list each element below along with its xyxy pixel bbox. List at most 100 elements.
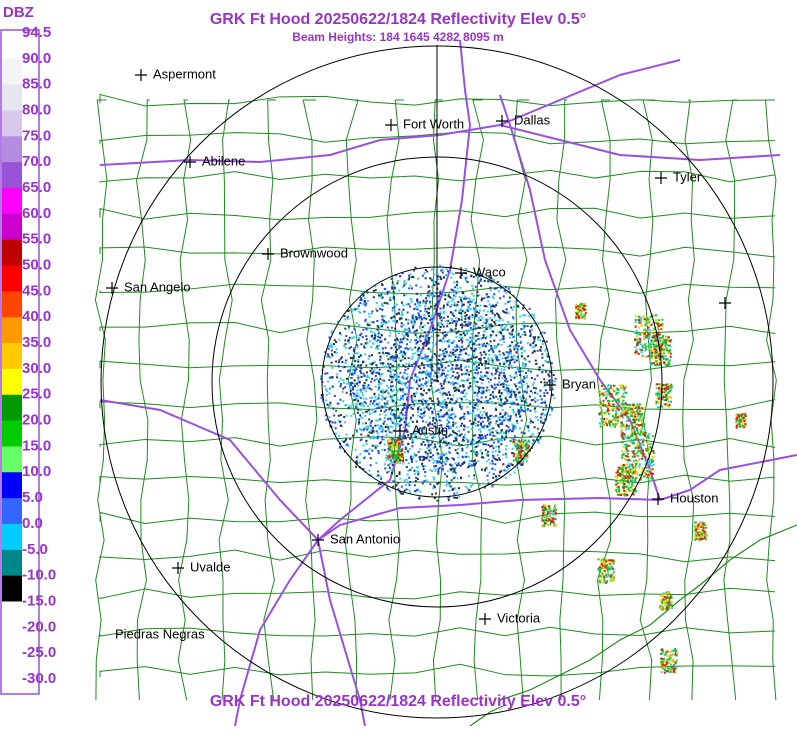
legend-swatch xyxy=(2,317,22,344)
county-line xyxy=(639,99,655,701)
legend-label: 35.0 xyxy=(22,334,51,351)
city-label: Aspermont xyxy=(153,66,216,81)
legend-swatch xyxy=(2,110,22,137)
footer-title: GRK Ft Hood 20250622/1824 Reflectivity E… xyxy=(210,693,586,710)
city-marker xyxy=(135,69,147,81)
county-line xyxy=(99,246,776,258)
coastline xyxy=(499,524,797,701)
cities: Aspermont Fort Worth Dallas Abilene Tyler Bro… xyxy=(106,66,718,641)
city-label: Victoria xyxy=(497,610,541,625)
city-marker xyxy=(455,267,467,279)
county-line xyxy=(99,663,776,678)
county-line xyxy=(344,99,359,701)
legend-label: 15.0 xyxy=(22,437,51,454)
city-label: Uvalde xyxy=(190,559,230,574)
highway xyxy=(99,123,781,166)
city-marker xyxy=(652,493,664,505)
county-line xyxy=(596,99,612,701)
legend-swatch xyxy=(2,162,22,189)
county-line xyxy=(99,93,776,107)
highway xyxy=(659,454,797,501)
city-marker xyxy=(184,156,196,168)
legend-label: 0.0 xyxy=(22,515,43,532)
legend-swatch xyxy=(2,498,22,525)
county-line xyxy=(218,99,233,701)
county-line xyxy=(99,322,776,335)
legend-label: 50.0 xyxy=(22,257,51,274)
echo-pixels xyxy=(320,269,557,499)
legend-label: -5.0 xyxy=(22,541,48,558)
legend-label: -10.0 xyxy=(22,567,56,584)
county-line xyxy=(99,587,776,600)
city-marker xyxy=(262,248,274,260)
legend-label: -20.0 xyxy=(22,618,56,635)
legend-swatch xyxy=(2,213,22,241)
legend-label: 85.0 xyxy=(22,76,51,93)
highway xyxy=(99,399,319,541)
legend-label: 75.0 xyxy=(22,127,51,144)
legend-swatch xyxy=(2,601,22,628)
county-line xyxy=(99,511,776,525)
legend-swatch xyxy=(2,239,22,267)
subtitle: Beam Heights: 184 1645 4282 8095 m xyxy=(292,30,503,44)
legend-label: 80.0 xyxy=(22,101,51,118)
city-label: Waco xyxy=(473,264,506,279)
echo-pixels xyxy=(320,265,555,502)
legend-label: 30.0 xyxy=(22,360,51,377)
coastline xyxy=(469,704,506,727)
city-label: Tyler xyxy=(673,169,702,184)
legend-swatch xyxy=(2,420,22,447)
highway xyxy=(499,59,681,126)
city-label: Abilene xyxy=(202,153,245,168)
city-marker xyxy=(496,115,508,127)
legend-swatch xyxy=(2,291,22,318)
legend-label: 90.0 xyxy=(22,50,51,67)
county-line xyxy=(765,99,777,701)
legend-label: 45.0 xyxy=(22,282,51,299)
legend-swatch xyxy=(2,523,22,551)
city-marker xyxy=(106,282,118,294)
city-label: Bryan xyxy=(562,376,596,391)
city-marker xyxy=(172,562,184,574)
legend-swatch xyxy=(2,653,22,680)
city-label: Brownwood xyxy=(280,245,348,260)
county-line xyxy=(94,99,108,701)
city-marker xyxy=(479,613,491,625)
legend-label: -30.0 xyxy=(22,670,56,687)
legend-swatch xyxy=(2,627,22,654)
county-line xyxy=(99,283,776,295)
legend-swatch xyxy=(2,343,22,370)
city-marker xyxy=(655,172,667,184)
legend-swatch xyxy=(2,58,22,86)
city-label: Austin xyxy=(412,422,448,437)
legend-swatch xyxy=(2,472,22,499)
legend-swatch xyxy=(2,136,22,163)
legend-frame xyxy=(0,29,40,695)
county-line xyxy=(302,99,318,701)
legend-label: -25.0 xyxy=(22,644,56,661)
county-line xyxy=(723,99,737,701)
legend-label: -15.0 xyxy=(22,592,56,609)
county-line xyxy=(554,99,568,701)
county-line xyxy=(99,207,776,221)
legend-swatch xyxy=(2,84,22,112)
legend-label: 55.0 xyxy=(22,231,51,248)
highway xyxy=(234,39,472,727)
highway xyxy=(317,496,661,541)
legend: 94.5 90.0 85.0 80.0 75.0 70.0 65.0 60.0 55.0 50.0… xyxy=(2,24,56,687)
range-rings xyxy=(100,45,774,719)
legend-unit: DBZ xyxy=(3,4,34,21)
county-line xyxy=(99,549,776,563)
city-label: Houston xyxy=(670,490,718,505)
radar-echoes xyxy=(320,264,747,674)
legend-swatch xyxy=(2,188,22,215)
city-label: Dallas xyxy=(514,112,551,127)
legend-label: 65.0 xyxy=(22,179,51,196)
legend-swatch xyxy=(2,575,22,602)
legend-swatch xyxy=(2,394,22,422)
county-line xyxy=(682,99,695,701)
legend-swatch xyxy=(2,446,22,473)
county-line xyxy=(99,169,776,183)
